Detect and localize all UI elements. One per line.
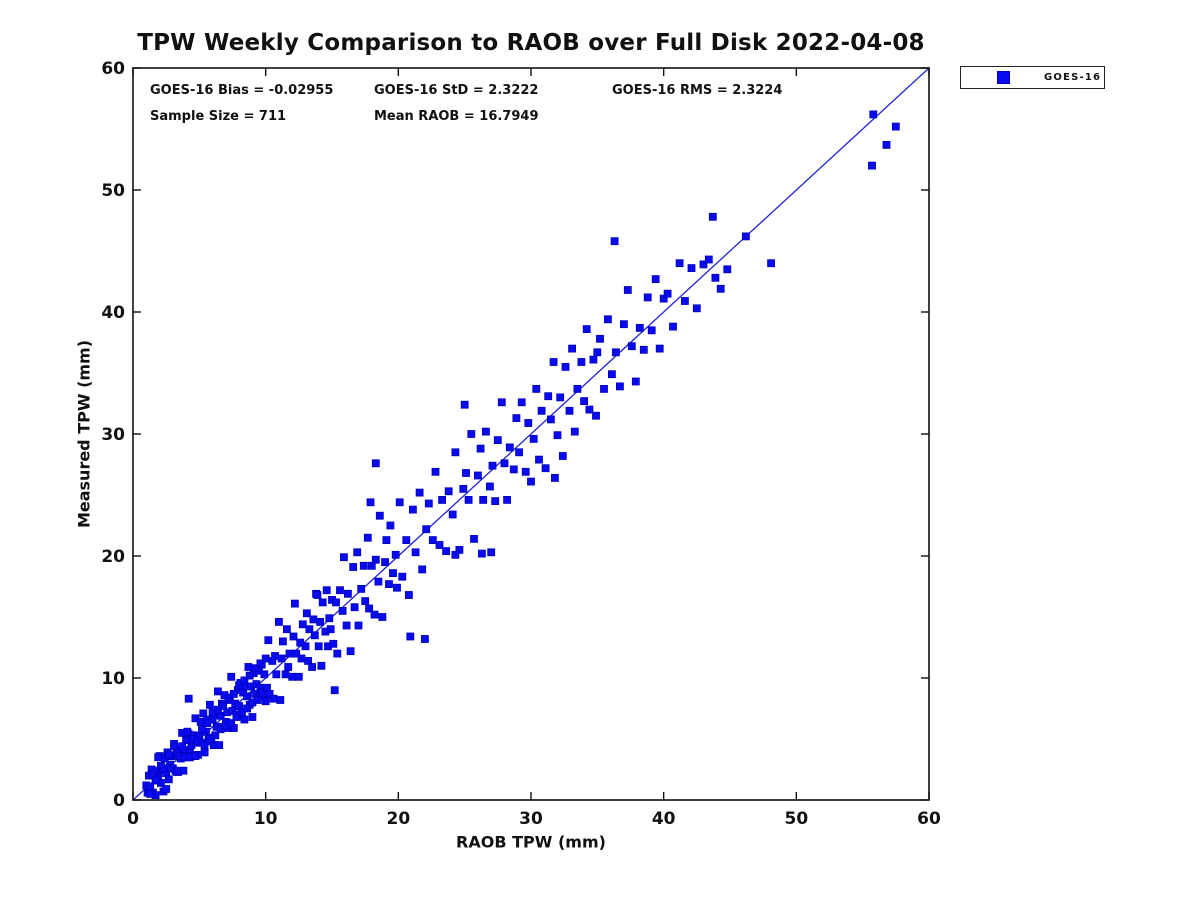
legend-square-marker-icon xyxy=(997,71,1010,84)
y-axis-label: Measured TPW (mm) xyxy=(74,339,94,529)
svg-text:30: 30 xyxy=(101,425,125,445)
stat-std-text: GOES-16 StD = 2.3222 xyxy=(374,83,539,98)
svg-text:0: 0 xyxy=(127,809,139,829)
svg-text:60: 60 xyxy=(917,809,941,829)
legend-box: GOES-16 xyxy=(960,66,1105,89)
svg-text:20: 20 xyxy=(386,809,410,829)
svg-text:60: 60 xyxy=(101,59,125,79)
svg-text:50: 50 xyxy=(101,181,125,201)
svg-text:50: 50 xyxy=(784,809,808,829)
svg-text:0: 0 xyxy=(113,791,125,811)
x-axis-label: RAOB TPW (mm) xyxy=(456,832,606,852)
legend-series-label: GOES-16 xyxy=(1044,72,1102,83)
svg-text:20: 20 xyxy=(101,547,125,567)
chart-title: TPW Weekly Comparison to RAOB over Full … xyxy=(137,30,925,56)
stat-sample-size-text: Sample Size = 711 xyxy=(150,109,287,124)
stat-rms-text: GOES-16 RMS = 2.3224 xyxy=(612,83,783,98)
svg-text:30: 30 xyxy=(519,809,543,829)
svg-text:10: 10 xyxy=(254,809,278,829)
svg-text:40: 40 xyxy=(101,303,125,323)
svg-text:10: 10 xyxy=(101,669,125,689)
stat-bias-text: GOES-16 Bias = -0.02955 xyxy=(150,83,334,98)
stat-mean-raob-text: Mean RAOB = 16.7949 xyxy=(374,109,539,124)
svg-text:40: 40 xyxy=(652,809,676,829)
